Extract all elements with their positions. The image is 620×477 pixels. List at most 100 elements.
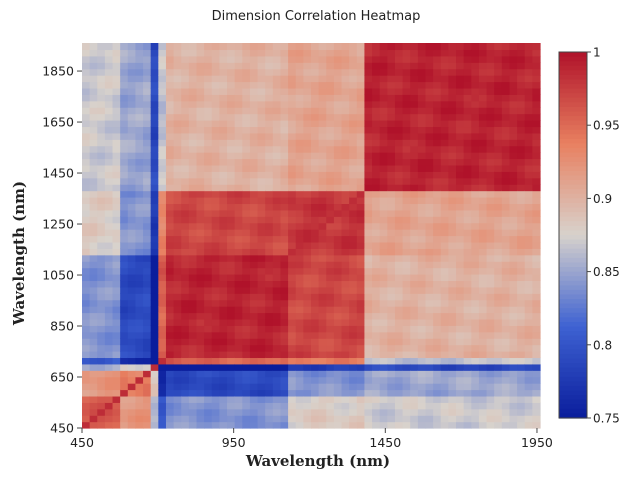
heatmap-cell (372, 351, 381, 359)
heatmap-cell (242, 126, 251, 134)
heatmap-cell (364, 293, 373, 301)
heatmap-cell (143, 62, 152, 70)
heatmap-cell (97, 216, 106, 224)
heatmap-cell (387, 229, 396, 237)
heatmap-cell (104, 299, 114, 307)
heatmap-cell (448, 113, 457, 121)
heatmap-cell (311, 370, 320, 378)
heatmap-cell (188, 203, 198, 211)
heatmap-cell (364, 325, 373, 333)
heatmap-cell (82, 274, 91, 282)
heatmap-cell (150, 139, 159, 147)
heatmap-cell (387, 363, 396, 371)
heatmap-cell (143, 248, 152, 256)
heatmap-cell (249, 203, 259, 211)
heatmap-cell (440, 177, 449, 185)
heatmap-cell (265, 370, 274, 378)
heatmap-cell (295, 421, 304, 429)
heatmap-cell (349, 126, 358, 134)
heatmap-cell (219, 331, 228, 339)
heatmap-cell (463, 43, 472, 51)
heatmap-cell (158, 306, 167, 314)
heatmap-cell (524, 235, 533, 243)
heatmap-cell (143, 190, 152, 198)
heatmap-cell (265, 184, 274, 192)
heatmap-cell (303, 222, 312, 230)
heatmap-cell (272, 100, 282, 108)
heatmap-cell (104, 94, 114, 102)
heatmap-cell (509, 94, 518, 102)
heatmap-cell (486, 331, 495, 339)
heatmap-cell (501, 370, 511, 378)
heatmap-cell (311, 241, 320, 249)
heatmap-cell (486, 152, 495, 160)
heatmap-cell (509, 293, 518, 301)
heatmap-cell (120, 209, 129, 217)
heatmap-cell (104, 395, 114, 403)
heatmap-cell (135, 389, 144, 397)
heatmap-cell (440, 171, 449, 179)
heatmap-cell (463, 107, 472, 115)
heatmap-cell (242, 113, 251, 121)
heatmap-cell (524, 286, 533, 294)
heatmap-cell (288, 55, 297, 63)
heatmap-cell (311, 254, 320, 262)
heatmap-cell (104, 107, 114, 115)
heatmap-cell (127, 94, 137, 102)
heatmap-cell (341, 190, 350, 198)
heatmap-cell (471, 331, 480, 339)
heatmap-cell (165, 43, 175, 51)
heatmap-cell (494, 43, 503, 51)
heatmap-cell (394, 293, 404, 301)
heatmap-cell (471, 357, 480, 365)
heatmap-cell (219, 203, 228, 211)
heatmap-cell (372, 254, 381, 262)
heatmap-cell (196, 274, 205, 282)
heatmap-cell (509, 152, 518, 160)
heatmap-cell (173, 120, 182, 128)
heatmap-cell (517, 351, 526, 359)
heatmap-cell (242, 357, 251, 365)
heatmap-cell (402, 280, 411, 288)
heatmap-cell (181, 152, 190, 160)
heatmap-cell (402, 306, 411, 314)
colorbar-segment (559, 317, 587, 323)
heatmap-cell (219, 55, 228, 63)
heatmap-cell (433, 62, 442, 70)
heatmap-cell (433, 197, 442, 205)
heatmap-cell (257, 241, 266, 249)
heatmap-cell (478, 331, 488, 339)
heatmap-cell (356, 421, 366, 429)
heatmap-cell (249, 152, 259, 160)
heatmap-cell (364, 408, 373, 416)
heatmap-cell (143, 357, 152, 365)
heatmap-cell (478, 229, 488, 237)
heatmap-cell (249, 351, 259, 359)
heatmap-cell (463, 235, 472, 243)
heatmap-cell (349, 81, 358, 89)
colorbar-segment (559, 244, 587, 250)
heatmap-cell (326, 145, 335, 153)
heatmap-cell (478, 318, 488, 326)
heatmap-cell (89, 55, 98, 63)
heatmap-cell (211, 370, 220, 378)
heatmap-cell (478, 357, 488, 365)
heatmap-cell (150, 113, 159, 121)
heatmap-cell (165, 171, 175, 179)
colorbar-segment (559, 395, 587, 401)
heatmap-cell (517, 331, 526, 339)
heatmap-cell (318, 248, 327, 256)
heatmap-cell (349, 216, 358, 224)
heatmap-cell (486, 280, 495, 288)
heatmap-cell (97, 152, 106, 160)
heatmap-cell (356, 235, 366, 243)
heatmap-cell (234, 421, 243, 429)
heatmap-cell (211, 209, 220, 217)
heatmap-cell (82, 120, 91, 128)
heatmap-cell (456, 344, 465, 352)
heatmap-cell (173, 274, 182, 282)
heatmap-cell (280, 75, 289, 83)
heatmap-cell (387, 376, 396, 384)
heatmap-cell (433, 229, 442, 237)
heatmap-cell (280, 395, 289, 403)
